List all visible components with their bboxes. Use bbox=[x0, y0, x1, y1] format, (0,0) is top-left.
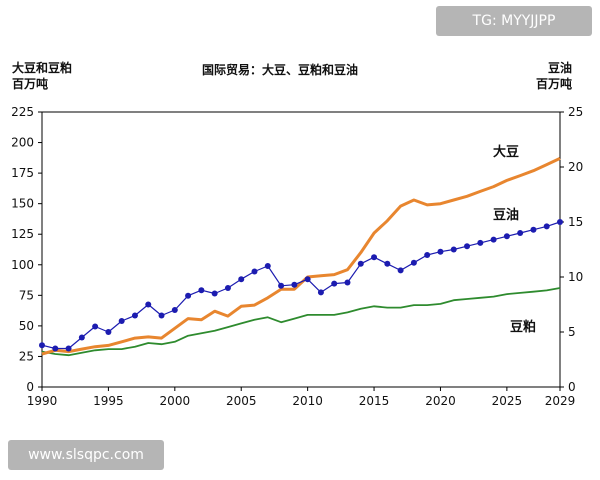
right-axis-title: 豆油 百万吨 bbox=[536, 60, 572, 92]
data-point-豆油 bbox=[65, 345, 72, 352]
data-point-豆油 bbox=[410, 259, 417, 266]
y-left-tick-label: 225 bbox=[11, 105, 34, 119]
x-tick-label: 2005 bbox=[226, 394, 257, 408]
data-point-豆油 bbox=[145, 301, 152, 308]
data-point-豆油 bbox=[464, 243, 471, 250]
data-point-豆油 bbox=[198, 287, 205, 294]
data-point-豆油 bbox=[118, 318, 125, 324]
y-left-tick-label: 0 bbox=[26, 380, 34, 394]
x-tick-label: 2015 bbox=[359, 394, 390, 408]
y-left-tick-label: 50 bbox=[19, 319, 34, 333]
data-point-豆油 bbox=[224, 285, 231, 291]
data-point-豆油 bbox=[171, 307, 178, 313]
data-point-豆油 bbox=[304, 276, 311, 283]
series-label-大豆: 大豆 bbox=[493, 144, 519, 160]
data-point-豆油 bbox=[424, 252, 431, 258]
x-tick-label: 2000 bbox=[160, 394, 191, 408]
data-point-豆油 bbox=[238, 276, 245, 283]
y-right-tick-label: 20 bbox=[568, 160, 583, 174]
x-tick-label: 2020 bbox=[425, 394, 456, 408]
data-point-豆油 bbox=[251, 268, 258, 275]
y-left-tick-label: 175 bbox=[11, 166, 34, 180]
data-point-豆油 bbox=[371, 254, 378, 261]
series-label-豆粕: 豆粕 bbox=[510, 319, 536, 335]
data-point-豆油 bbox=[92, 323, 99, 330]
series-label-豆油: 豆油 bbox=[493, 207, 519, 223]
right-axis-label-line2: 百万吨 bbox=[536, 77, 573, 91]
data-point-豆油 bbox=[317, 289, 324, 296]
data-point-豆油 bbox=[131, 312, 138, 319]
data-point-豆油 bbox=[490, 236, 497, 243]
data-point-豆油 bbox=[158, 312, 165, 319]
y-left-tick-label: 200 bbox=[11, 136, 34, 150]
data-point-豆油 bbox=[291, 281, 298, 288]
left-axis-label-line1: 大豆和豆粕 bbox=[12, 61, 73, 75]
watermark-top: TG: MYYJJPP bbox=[436, 6, 592, 36]
y-left-tick-label: 150 bbox=[11, 197, 34, 211]
y-left-tick-label: 75 bbox=[19, 288, 34, 302]
series-line-大豆 bbox=[41, 157, 561, 356]
x-tick-label: 2029 bbox=[545, 394, 576, 408]
y-left-tick-label: 100 bbox=[11, 258, 34, 272]
right-axis-label-line1: 豆油 bbox=[548, 61, 573, 75]
data-point-豆油 bbox=[357, 260, 364, 267]
data-point-豆油 bbox=[344, 279, 351, 286]
data-point-豆油 bbox=[331, 280, 338, 287]
data-point-豆油 bbox=[278, 282, 285, 289]
x-tick-label: 2025 bbox=[492, 394, 523, 408]
y-right-tick-label: 0 bbox=[568, 380, 576, 394]
series-line-豆油 bbox=[41, 221, 561, 350]
left-axis-title: 大豆和豆粕 百万吨 bbox=[12, 60, 72, 92]
data-point-豆油 bbox=[397, 267, 404, 274]
x-tick-label: 1990 bbox=[27, 394, 58, 408]
data-point-豆油 bbox=[185, 292, 192, 299]
y-right-tick-label: 15 bbox=[568, 215, 583, 229]
series-line-豆粕 bbox=[41, 287, 561, 357]
data-point-豆油 bbox=[437, 248, 444, 255]
data-point-豆油 bbox=[384, 260, 391, 267]
chart-title: 国际贸易：大豆、豆粕和豆油 bbox=[202, 63, 359, 77]
left-axis-label-line2: 百万吨 bbox=[12, 77, 49, 91]
data-point-豆油 bbox=[517, 230, 524, 236]
x-tick-label: 1995 bbox=[93, 394, 124, 408]
data-point-豆油 bbox=[543, 223, 550, 230]
data-point-豆油 bbox=[264, 263, 271, 269]
data-point-豆油 bbox=[530, 226, 537, 233]
x-tick-label: 2010 bbox=[292, 394, 323, 408]
data-point-豆油 bbox=[39, 342, 45, 349]
y-left-tick-label: 25 bbox=[19, 349, 34, 363]
data-point-豆油 bbox=[105, 329, 112, 335]
data-point-豆油 bbox=[211, 290, 218, 297]
data-point-豆油 bbox=[52, 345, 59, 352]
watermark-bottom: www.slsqpc.com bbox=[8, 440, 164, 470]
y-left-tick-label: 125 bbox=[11, 227, 34, 241]
y-right-tick-label: 5 bbox=[568, 325, 576, 339]
data-point-豆油 bbox=[78, 334, 85, 341]
data-point-豆油 bbox=[450, 246, 457, 253]
data-point-豆油 bbox=[503, 233, 510, 240]
data-point-豆油 bbox=[557, 219, 563, 225]
data-point-豆油 bbox=[477, 239, 484, 246]
y-right-tick-label: 10 bbox=[568, 270, 583, 284]
plot-frame bbox=[41, 111, 561, 388]
y-right-tick-label: 25 bbox=[568, 105, 583, 119]
